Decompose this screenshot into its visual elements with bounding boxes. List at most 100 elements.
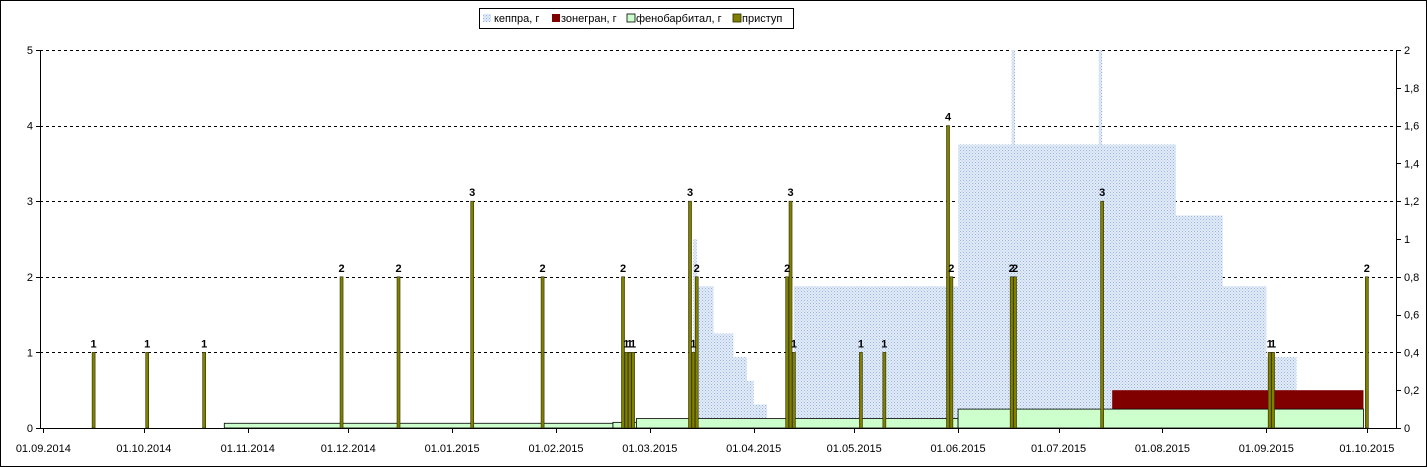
phenobarbital-area-segment: [223, 422, 614, 429]
seizure-bar: [1267, 352, 1272, 429]
seizure-bar: [1271, 352, 1275, 429]
legend-item-phenobarbital: фенобарбитал, г: [626, 13, 722, 25]
x-axis-tick-label: 01.05.2015: [827, 443, 882, 455]
x-axis-tick-label: 01.01.2015: [425, 443, 480, 455]
x-axis-tick-label: 01.09.2014: [16, 443, 71, 455]
right-axis-tick-label: 1,4: [1404, 158, 1419, 170]
legend-item-seizure: приступ: [732, 13, 782, 25]
phenobarbital-area-segment: [957, 408, 1364, 429]
seizure-bar: [1009, 276, 1014, 429]
keppra-area-segment: [746, 380, 754, 428]
seizure-count-label: 2: [620, 263, 626, 275]
seizure-count-label: 1: [201, 338, 207, 350]
keppra-area-segment: [958, 144, 1176, 428]
seizure-bar: [785, 276, 789, 429]
legend-item-zonegran: зонегран, г: [552, 13, 617, 25]
left-axis-tick-label: 2: [27, 272, 33, 284]
seizure-count-label: 3: [1099, 187, 1105, 199]
right-axis-tick-label: 0,6: [1404, 310, 1419, 322]
keppra-area-segment: [1011, 50, 1016, 428]
right-axis-tick-label: 0,8: [1404, 272, 1419, 284]
legend-swatch-keppra: [483, 14, 491, 22]
seizure-count-label: 1: [791, 338, 797, 350]
right-axis-tick-label: 0,4: [1404, 347, 1419, 359]
axes: 0 1 2 3 4 5 0 0,2 0,4 0,6 0,8 1 1,2 1,4 1,6 1,8 2 01.09.2…: [16, 45, 1419, 455]
seizure-bar: [792, 352, 796, 429]
right-axis-tick-label: 0,2: [1404, 385, 1419, 397]
seizure-bar: [1013, 276, 1017, 429]
left-axis-tick-label: 4: [27, 121, 33, 133]
x-axis-tick-label: 01.10.2015: [1339, 443, 1394, 455]
seizure-bar: [202, 352, 206, 429]
x-axis-tick-label: 01.10.2014: [116, 443, 171, 455]
seizure-count-label: 1: [1270, 338, 1276, 350]
seizure-count-label: 2: [694, 263, 700, 275]
legend-swatch-phenobarbital: [626, 13, 636, 23]
seizure-count-label: 2: [338, 263, 344, 275]
bar-series: [91, 125, 1369, 429]
seizure-bar: [1100, 200, 1104, 429]
seizure-count-label: 2: [1364, 263, 1370, 275]
legend-label-keppra: кеппра, г: [494, 13, 539, 25]
seizure-bar: [946, 125, 950, 429]
seizure-bar: [631, 352, 635, 429]
right-axis-tick-label: 2: [1404, 45, 1410, 57]
seizure-bar: [882, 352, 887, 429]
legend-label-phenobarbital: фенобарбитал, г: [636, 13, 722, 25]
right-axis-tick-label: 1,6: [1404, 121, 1419, 133]
seizure-bar: [949, 276, 954, 429]
seizure-count-label: 3: [687, 187, 693, 199]
right-axis-tick-label: 1,2: [1404, 196, 1419, 208]
x-axis-tick-label: 01.09.2015: [1239, 443, 1294, 455]
phenobarbital-area-segment: [636, 418, 959, 429]
left-axis-tick-label: 1: [27, 347, 33, 359]
legend: кеппра, г зонегран, г фенобарбитал, г пр…: [479, 8, 794, 29]
seizure-bar: [540, 276, 545, 429]
seizure-bar: [691, 352, 696, 429]
left-axis-tick-label: 5: [27, 45, 33, 57]
left-axis-tick-label: 3: [27, 196, 33, 208]
seizure-bar: [1365, 276, 1369, 429]
seizure-count-label: 3: [787, 187, 793, 199]
area-series: [223, 50, 1364, 429]
seizure-count-label: 3: [469, 187, 475, 199]
keppra-area-segment: [793, 286, 959, 428]
seizure-bar: [91, 352, 96, 429]
right-axis-tick-label: 0: [1404, 423, 1410, 435]
seizure-count-label: 2: [784, 263, 790, 275]
seizure-count-label: 1: [1267, 338, 1273, 350]
legend-item-keppra: кеппра, г: [483, 13, 539, 25]
seizure-count-label: 2: [395, 263, 401, 275]
seizure-bar: [396, 276, 401, 429]
keppra-area-segment: [713, 333, 734, 428]
seizure-bar: [470, 200, 475, 429]
legend-label-zonegran: зонегран, г: [561, 13, 617, 25]
seizure-count-label: 1: [627, 338, 633, 350]
keppra-area-segment: [696, 286, 714, 428]
seizure-bar: [339, 276, 344, 429]
seizure-count-label: 1: [690, 338, 696, 350]
seizure-bar: [694, 276, 699, 429]
right-axis-tick-label: 1: [1404, 234, 1410, 246]
x-axis-tick-label: 01.03.2015: [622, 443, 677, 455]
seizure-count-label: 2: [1012, 263, 1018, 275]
legend-label-seizure: приступ: [742, 13, 782, 25]
seizure-count-label: 4: [945, 112, 952, 124]
seizure-count-label: 1: [858, 338, 864, 350]
seizure-count-label: 1: [623, 338, 629, 350]
legend-swatch-zonegran: [552, 14, 560, 22]
keppra-area-segment: [733, 357, 747, 428]
seizure-bar: [859, 352, 863, 429]
seizure-count-label: 1: [144, 338, 150, 350]
legend-box: [479, 8, 794, 29]
right-axis-tick-label: 1,8: [1404, 83, 1419, 95]
seizure-count-label: 2: [540, 263, 546, 275]
seizure-count-label: 1: [881, 338, 887, 350]
left-axis-tick-label: 0: [27, 423, 33, 435]
x-axis-tick-label: 01.07.2015: [1031, 443, 1086, 455]
x-axis-tick-label: 01.06.2015: [931, 443, 986, 455]
x-axis-tick-label: 01.12.2014: [321, 443, 376, 455]
seizure-bar: [624, 352, 629, 429]
